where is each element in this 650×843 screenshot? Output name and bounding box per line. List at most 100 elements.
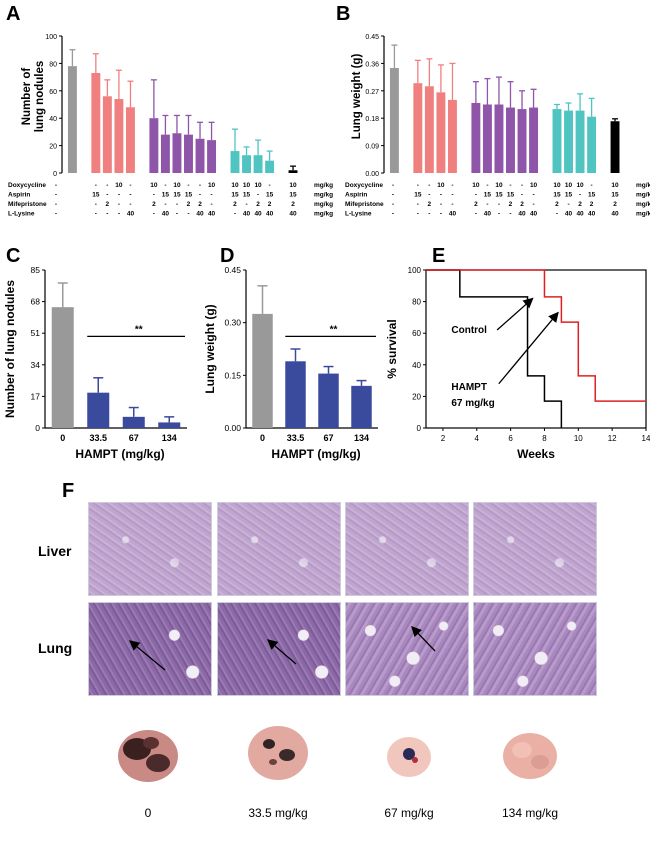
y-tick-label: 0.09	[365, 144, 379, 151]
treatment-cell: -	[199, 182, 201, 189]
treatment-cell: -	[129, 201, 131, 208]
treatment-row-label: Doxycycline	[345, 182, 383, 189]
treatment-row-label: L-Lysine	[8, 211, 35, 218]
treatment-cell: 10	[565, 182, 573, 189]
treatment-cell: 10	[254, 182, 262, 189]
bar	[242, 155, 251, 173]
treatment-cell: 10	[437, 182, 445, 189]
treatment-cell: 40	[576, 211, 584, 218]
treatment-cell: -	[95, 211, 97, 218]
bar	[494, 104, 504, 173]
treatment-cell: -	[475, 192, 477, 199]
treatment-cell: 40	[484, 211, 492, 218]
treatment-row-label: Mifepristone	[8, 201, 47, 208]
x-tick-label: 0	[60, 433, 65, 443]
bar	[587, 116, 597, 173]
row-label-liver: Liver	[38, 543, 72, 559]
bar	[471, 102, 481, 173]
treatment-cell: -	[118, 211, 120, 218]
treatment-cell: -	[567, 201, 569, 208]
y-tick-label: 0.15	[224, 370, 241, 380]
histology-liver-33	[217, 502, 341, 596]
treatment-cell: 40	[449, 211, 457, 218]
series-control-line	[426, 269, 563, 428]
treatment-cell: 2	[428, 201, 432, 208]
y-tick-label: 0.18	[365, 116, 379, 123]
y-tick-label: 0	[35, 423, 40, 433]
treatment-cell: 40	[243, 211, 251, 218]
treatment-cell: 2	[590, 201, 594, 208]
bar	[610, 121, 620, 173]
bar	[506, 107, 515, 173]
bar	[125, 107, 135, 173]
treatment-cell: -	[55, 182, 57, 189]
treatment-cell: -	[164, 201, 166, 208]
treatment-cell: 40	[565, 211, 573, 218]
treatment-cell: -	[210, 201, 212, 208]
treatment-cell: 40	[588, 211, 596, 218]
treatment-cell: -	[95, 201, 97, 208]
y-tick-label: 100	[408, 266, 422, 275]
bar	[67, 66, 77, 173]
treatment-cell: 40	[289, 211, 297, 218]
panel-letter-a: A	[6, 3, 20, 25]
legend-control-arrow	[496, 297, 534, 331]
treatment-cell: 10	[173, 182, 181, 189]
panel-letter-d: D	[220, 245, 234, 267]
y-tick-label: 80	[412, 298, 421, 307]
treatment-cell: 40	[162, 211, 170, 218]
bar	[252, 313, 273, 428]
treatment-cell: -	[129, 182, 131, 189]
y-tick-label: 0.27	[365, 89, 379, 96]
bar	[288, 170, 298, 173]
y-axis-label: Lung weight (g)	[203, 304, 217, 393]
treatment-cell: 15	[231, 192, 239, 199]
chart-c: 0 17 34 51 68 85 Number of lung nodules 0 33.5 67…	[3, 265, 187, 461]
treatment-cell: -	[521, 182, 523, 189]
histology-lung-134	[473, 602, 597, 696]
bar	[529, 107, 539, 173]
y-tick-label: 17	[31, 391, 41, 401]
series-hampt-line	[426, 269, 646, 402]
treatment-cell: 2	[474, 201, 478, 208]
treatment-cell: -	[257, 192, 259, 199]
x-tick-label: 10	[574, 434, 583, 443]
treatment-cell: -	[199, 192, 201, 199]
treatment-cell: 2	[578, 201, 582, 208]
treatment-cell: 2	[555, 201, 559, 208]
bar	[265, 160, 275, 173]
treatment-cell: 15	[507, 192, 515, 199]
treatment-cell: 2	[291, 201, 295, 208]
treatment-cell: -	[440, 211, 442, 218]
treatment-cell: 15	[414, 192, 422, 199]
treatment-cell: 15	[173, 192, 181, 199]
bar	[51, 307, 74, 428]
bar	[87, 392, 110, 428]
treatment-cell: -	[417, 182, 419, 189]
treatment-cell: 10	[208, 182, 216, 189]
y-tick-label: 0.00	[224, 423, 241, 433]
bar	[413, 83, 423, 173]
treatment-cell: -	[55, 192, 57, 199]
treatment-cell: -	[269, 182, 271, 189]
y-tick-label: 100	[45, 34, 57, 41]
histology-lung-0	[88, 602, 212, 696]
y-tick-label: 0.45	[365, 34, 379, 41]
treatment-cell: 2	[509, 201, 513, 208]
treatment-cell: 10	[576, 182, 584, 189]
treatment-cell: -	[106, 182, 108, 189]
treatment-cell: 40	[266, 211, 274, 218]
bar	[253, 155, 263, 173]
y-tick-label: 20	[412, 392, 421, 401]
treatment-cell: 15	[92, 192, 100, 199]
bar	[285, 361, 306, 428]
treatment-cell: -	[579, 192, 581, 199]
x-tick-label: 67	[323, 433, 333, 443]
x-tick-label: 134	[354, 433, 369, 443]
treatment-cell: -	[234, 211, 236, 218]
lung-photo-0	[118, 730, 178, 782]
y-tick-label: 34	[31, 360, 41, 370]
bar	[318, 373, 339, 428]
legend-control-label: Control	[451, 325, 487, 336]
treatment-cell: -	[176, 201, 178, 208]
